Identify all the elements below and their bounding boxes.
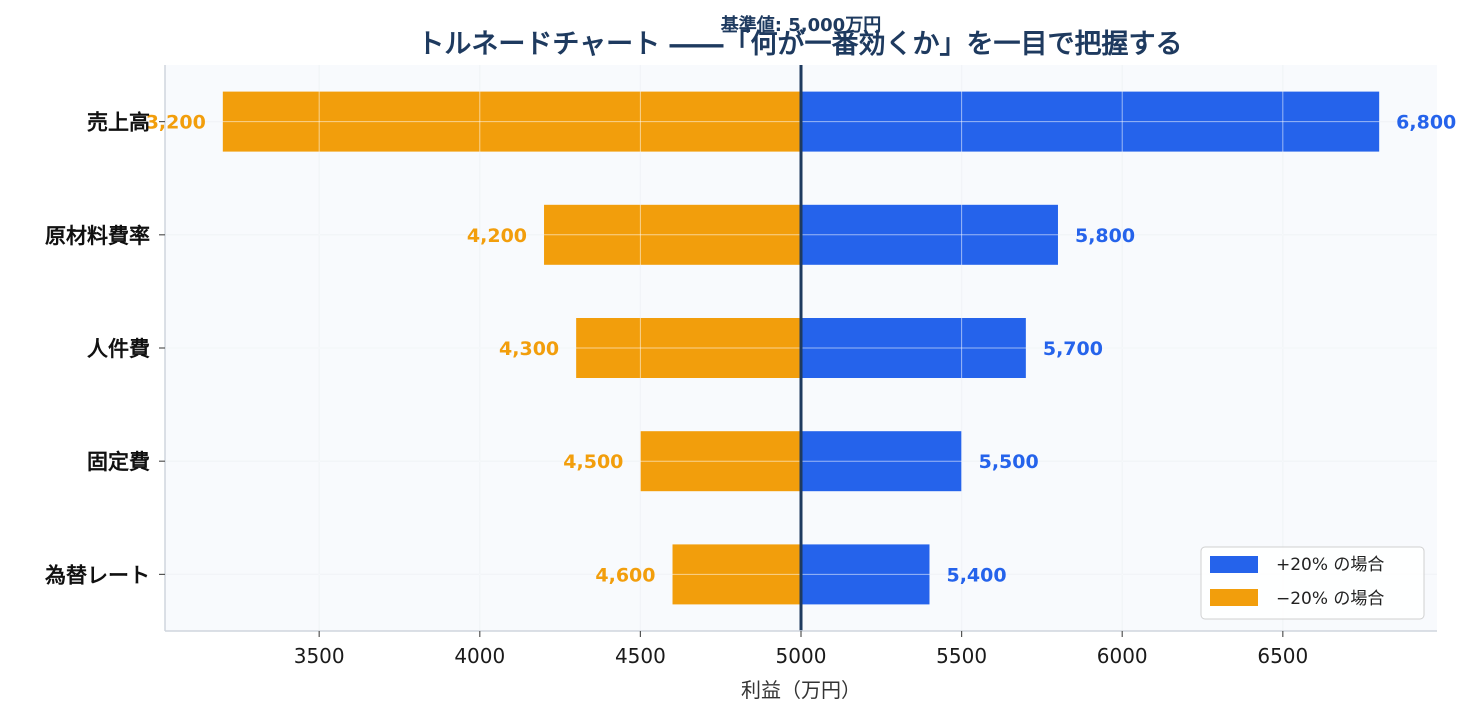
- legend-label-plus: +20% の場合: [1276, 555, 1384, 575]
- legend-label-minus: −20% の場合: [1276, 589, 1384, 609]
- bars: [165, 65, 1437, 631]
- legend-swatch-plus: [1210, 556, 1258, 573]
- x-ticks: 3500 4000 4500 5000 5500 6000 6500: [294, 631, 1308, 668]
- data-label-minus: 4,600: [595, 564, 655, 586]
- x-tick-label: 5500: [936, 644, 987, 668]
- x-tick-label: 5000: [776, 644, 827, 668]
- category-label: 人件費: [87, 337, 150, 361]
- category-label: 原材料費率: [45, 224, 150, 248]
- x-tick-label: 3500: [294, 644, 345, 668]
- category-label: 固定費: [87, 450, 150, 474]
- x-axis-title: 利益（万円）: [741, 678, 861, 702]
- data-label-plus: 6,800: [1396, 112, 1456, 134]
- data-label-minus: 4,300: [499, 338, 559, 360]
- category-label: 売上高: [87, 111, 150, 135]
- data-label-plus: 5,800: [1075, 225, 1135, 247]
- baseline-label: 基準値: 5,000万円: [720, 14, 881, 36]
- x-tick-label: 4000: [454, 644, 505, 668]
- x-tick-label: 6500: [1257, 644, 1308, 668]
- category-label: 為替レート: [45, 563, 150, 587]
- chart-title: トルネードチャート ――「何が一番効くか」を一目で把握する: [417, 29, 1183, 60]
- data-label-plus: 5,400: [946, 564, 1006, 586]
- data-label-plus: 5,500: [979, 451, 1039, 473]
- data-label-minus: 4,500: [563, 451, 623, 473]
- data-label-minus: 4,200: [467, 225, 527, 247]
- x-tick-label: 6000: [1097, 644, 1148, 668]
- data-labels: 6,800 5,800 5,700 5,500 5,400 3,200 4,200 4,300…: [146, 112, 1457, 587]
- x-tick-label: 4500: [615, 644, 666, 668]
- data-label-minus: 3,200: [146, 112, 206, 134]
- data-label-plus: 5,700: [1043, 338, 1103, 360]
- legend: +20% の場合 −20% の場合: [1200, 546, 1425, 620]
- legend-swatch-minus: [1210, 589, 1258, 606]
